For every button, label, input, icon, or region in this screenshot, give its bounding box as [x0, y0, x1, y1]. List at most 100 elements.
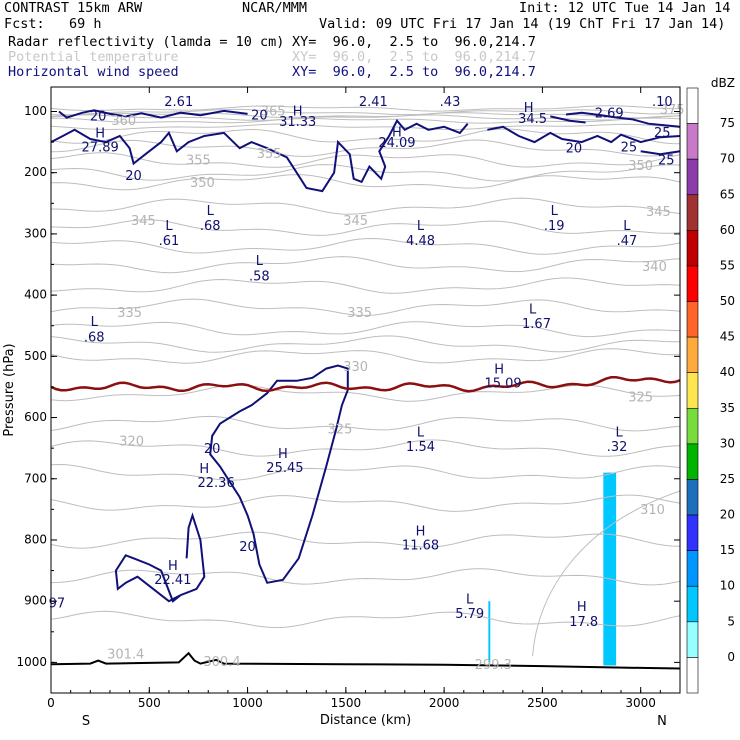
colorbar-swatch-11 — [686, 479, 699, 516]
colorbar-label-11: 55 — [720, 258, 735, 272]
extremum-label-16: .61 — [159, 234, 180, 249]
theta-label-3: 355 — [257, 147, 282, 162]
extremum-label-43: L — [466, 592, 474, 607]
colorbar-swatch-13 — [686, 550, 699, 587]
extremum-label-6: H — [293, 105, 303, 120]
theta-contour-17 — [51, 321, 680, 338]
extremum-label-25: L — [91, 315, 99, 330]
theta-contour-4 — [51, 117, 680, 124]
colorbar-swatch-10 — [686, 443, 699, 480]
x-tick-label-4: 2000 — [429, 696, 460, 710]
extremum-label-44: 5.79 — [455, 607, 484, 622]
y-axis-title: Pressure (hPa) — [2, 343, 17, 436]
theta-contour-15 — [51, 277, 680, 294]
theta-label-15: 325 — [628, 390, 653, 405]
theta-label-11: 335 — [117, 306, 142, 321]
wind-label-3: 20 — [566, 141, 583, 156]
theta-label-8: 345 — [343, 214, 368, 229]
extremum-label-18: 4.48 — [406, 234, 435, 249]
y-tick-label-0: 100 — [24, 104, 47, 118]
extremum-label-41: H — [168, 559, 178, 574]
extremum-label-17: L — [417, 219, 425, 234]
wind-label-2: 20 — [125, 169, 142, 184]
y-tick-label-1: 200 — [24, 165, 47, 179]
north-label: N — [657, 714, 667, 729]
theta-label-7: 345 — [131, 214, 156, 229]
x-tick-label-2: 1000 — [232, 696, 263, 710]
field-theta-xy: XY= 96.0, 2.5 to 96.0,214.7 — [292, 49, 536, 65]
theta-label-6: 350 — [628, 159, 653, 174]
extremum-label-11: 34.5 — [518, 112, 547, 127]
theta-label-20: 299.3 — [475, 658, 512, 673]
field-wind-xy: XY= 96.0, 2.5 to 96.0,214.7 — [292, 64, 536, 80]
theta-label-12: 335 — [347, 306, 372, 321]
field-wind-name: Horizontal wind speed — [8, 64, 179, 80]
extremum-label-40: 11.68 — [402, 539, 439, 554]
colorbar-swatch-14 — [686, 585, 699, 623]
extremum-label-35: H — [278, 447, 288, 462]
y-tick-label-7: 800 — [24, 532, 47, 546]
extremum-label-29: H — [494, 362, 504, 377]
theta-label-4: 355 — [186, 154, 211, 169]
colorbar-label-10: 50 — [720, 294, 735, 308]
forecast-hour: Fcst: 69 h — [4, 16, 102, 32]
theta-contour-11 — [51, 197, 680, 215]
theta-contour-26 — [51, 568, 680, 586]
extremum-label-7: 31.33 — [279, 115, 316, 130]
extremum-label-22: .47 — [617, 234, 638, 249]
wind-jet-contour — [209, 364, 349, 584]
reflectivity-layer — [488, 472, 617, 666]
init-time: Init: 12 UTC Tue 14 Jan 14 — [519, 0, 731, 16]
wind-label-9: 97 — [49, 597, 66, 612]
reflectivity-cell-0 — [488, 601, 491, 663]
extremum-label-1: 2.41 — [359, 95, 388, 110]
south-label: S — [82, 714, 90, 729]
theta-contour-23 — [51, 463, 680, 481]
theta-label-17: 310 — [640, 503, 665, 518]
x-tick-label-3: 1500 — [331, 696, 362, 710]
theta-label-9: 345 — [646, 205, 671, 220]
extremum-label-19: L — [551, 204, 559, 219]
theta-contour-25 — [51, 531, 680, 549]
colorbar-swatch-1 — [686, 123, 699, 160]
extremum-label-20: .19 — [544, 219, 565, 234]
colorbar-swatch-15 — [686, 621, 699, 658]
valid-time: Valid: 09 UTC Fri 17 Jan 14 (19 ChT Fri … — [319, 16, 726, 32]
x-tick-label-6: 3000 — [625, 696, 656, 710]
terrain-path — [50, 651, 681, 670]
wind-contour-5 — [640, 150, 680, 156]
extremum-label-46: 17.8 — [569, 615, 598, 630]
theta-contour-22 — [51, 439, 680, 457]
theta-label-16: 320 — [119, 435, 144, 450]
extremum-label-26: .68 — [84, 330, 105, 345]
colorbar-swatch-0 — [686, 87, 699, 124]
colorbar-swatch-3 — [686, 194, 699, 231]
wind-label-1: 20 — [251, 108, 268, 123]
y-tick-label-9: 1000 — [16, 655, 47, 669]
wind-label-5: 25 — [621, 141, 638, 156]
extremum-label-21: L — [623, 219, 631, 234]
extremum-label-36: 25.45 — [266, 461, 303, 476]
plot-header: CONTRAST 15km ARW NCAR/MMM Init: 12 UTC … — [0, 0, 740, 85]
theta-contour-12 — [51, 219, 680, 236]
wind-label-7: 20 — [204, 442, 221, 457]
extremum-label-2: .43 — [440, 95, 461, 110]
colorbar-label-7: 35 — [720, 401, 735, 415]
colorbar-label-2: 10 — [720, 579, 735, 593]
x-tick-label-1: 500 — [138, 696, 161, 710]
model-title: CONTRAST 15km ARW — [4, 0, 143, 16]
x-tick-label-0: 0 — [47, 696, 55, 710]
theta-contour-18 — [51, 335, 680, 353]
colorbar-swatch-8 — [686, 372, 699, 409]
theta-contour-8 — [51, 152, 680, 168]
extremum-label-23: L — [256, 254, 264, 269]
theta-label-10: 340 — [642, 260, 667, 275]
theta-contour-6 — [51, 128, 680, 145]
colorbar-swatch-16 — [686, 657, 699, 694]
wind-lowlevel-contour — [114, 512, 206, 603]
extremum-label-39: H — [416, 525, 426, 540]
extremum-label-10: H — [524, 101, 534, 116]
wind-label-0: 20 — [90, 109, 107, 124]
extremum-label-45: H — [577, 600, 587, 615]
field-theta-name: Potential temperature — [8, 49, 179, 65]
